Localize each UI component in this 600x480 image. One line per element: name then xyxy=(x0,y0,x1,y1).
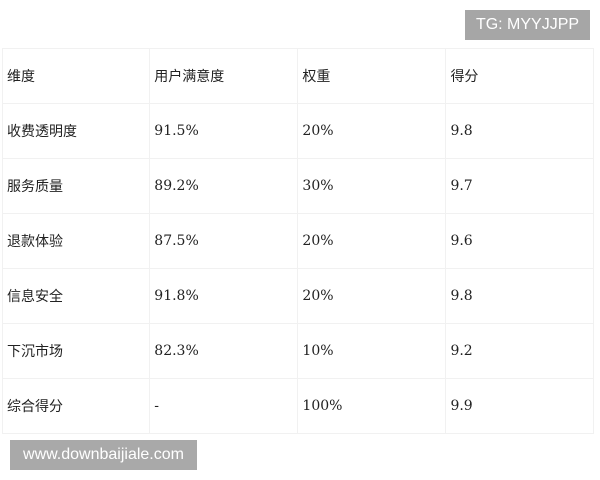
weight-cell: 20% xyxy=(297,268,447,324)
satisfaction-cell: 91.8% xyxy=(149,268,299,324)
score-cell: 9.7 xyxy=(445,158,594,214)
score-cell: 9.2 xyxy=(445,323,594,379)
watermark-site: www.downbaijiale.com xyxy=(10,440,197,470)
header-cell: 权重 xyxy=(297,48,447,104)
satisfaction-cell: - xyxy=(149,378,299,434)
weight-cell: 20% xyxy=(297,213,447,269)
dimension-cell: 信息安全 xyxy=(1,268,151,324)
satisfaction-cell: 91.5% xyxy=(149,103,299,159)
table-row-total: 综合得分 - 100% 9.9 xyxy=(1,378,594,434)
weight-cell: 10% xyxy=(297,323,447,379)
dimension-cell: 下沉市场 xyxy=(1,323,151,379)
score-cell: 9.9 xyxy=(445,378,594,434)
header-cell: 维度 xyxy=(1,48,151,104)
table-row: 退款体验 87.5% 20% 9.6 xyxy=(1,213,594,269)
table-row: 服务质量 89.2% 30% 9.7 xyxy=(1,158,594,214)
satisfaction-cell: 89.2% xyxy=(149,158,299,214)
score-table: 维度 用户满意度 权重 得分 收费透明度 91.5% 20% 9.8 服务质量 … xyxy=(1,48,594,434)
table-row: 收费透明度 91.5% 20% 9.8 xyxy=(1,103,594,159)
dimension-cell: 退款体验 xyxy=(1,213,151,269)
dimension-cell: 收费透明度 xyxy=(1,103,151,159)
weight-cell: 20% xyxy=(297,103,447,159)
table-header-row: 维度 用户满意度 权重 得分 xyxy=(1,48,594,104)
satisfaction-cell: 82.3% xyxy=(149,323,299,379)
score-cell: 9.6 xyxy=(445,213,594,269)
watermark-tg: TG: MYYJJPP xyxy=(465,10,590,40)
score-cell: 9.8 xyxy=(445,268,594,324)
weight-cell: 30% xyxy=(297,158,447,214)
score-cell: 9.8 xyxy=(445,103,594,159)
table-row: 下沉市场 82.3% 10% 9.2 xyxy=(1,323,594,379)
header-cell: 得分 xyxy=(445,48,594,104)
satisfaction-cell: 87.5% xyxy=(149,213,299,269)
dimension-cell: 综合得分 xyxy=(1,378,151,434)
header-cell: 用户满意度 xyxy=(149,48,299,104)
weight-cell: 100% xyxy=(297,378,447,434)
dimension-cell: 服务质量 xyxy=(1,158,151,214)
table-row: 信息安全 91.8% 20% 9.8 xyxy=(1,268,594,324)
